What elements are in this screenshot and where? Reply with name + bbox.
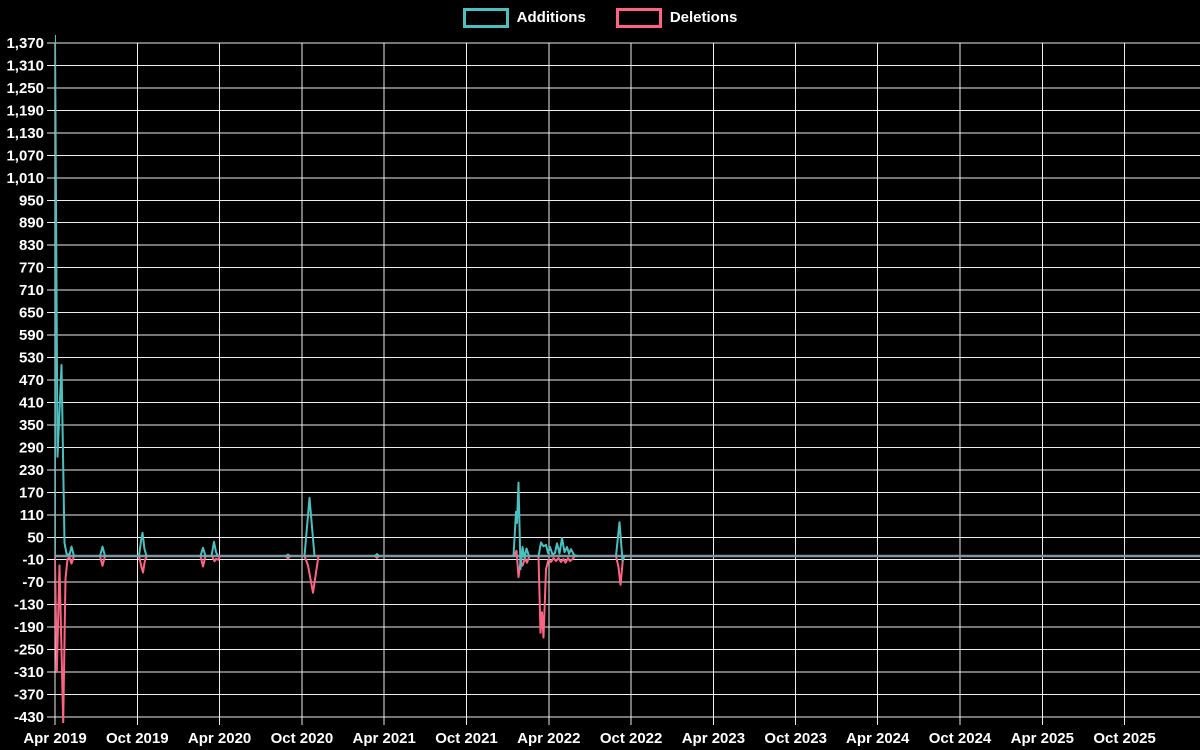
svg-text:50: 50 bbox=[27, 529, 44, 546]
svg-text:Apr 2021: Apr 2021 bbox=[353, 730, 416, 747]
svg-text:-10: -10 bbox=[22, 552, 44, 569]
chart-legend: Additions Deletions bbox=[0, 8, 1200, 28]
svg-text:Apr 2020: Apr 2020 bbox=[188, 730, 251, 747]
svg-text:410: 410 bbox=[19, 394, 44, 411]
svg-text:170: 170 bbox=[19, 484, 44, 501]
svg-text:Oct 2023: Oct 2023 bbox=[764, 730, 827, 747]
svg-text:650: 650 bbox=[19, 305, 44, 322]
svg-text:-430: -430 bbox=[14, 709, 44, 726]
svg-text:530: 530 bbox=[19, 350, 44, 367]
svg-text:Oct 2019: Oct 2019 bbox=[106, 730, 169, 747]
legend-label-additions: Additions bbox=[516, 9, 586, 26]
svg-text:110: 110 bbox=[20, 507, 44, 524]
svg-text:-310: -310 bbox=[14, 664, 44, 681]
svg-text:950: 950 bbox=[19, 192, 44, 209]
svg-text:-130: -130 bbox=[14, 597, 44, 614]
axis-tick-labels: 1,370 1,310 1,250 1,190 1,130 1,070 1,010 950 89… bbox=[6, 35, 1155, 747]
svg-text:Apr 2023: Apr 2023 bbox=[682, 730, 745, 747]
svg-text:350: 350 bbox=[19, 417, 44, 434]
svg-text:Apr 2025: Apr 2025 bbox=[1011, 730, 1074, 747]
svg-text:Oct 2021: Oct 2021 bbox=[435, 730, 498, 747]
svg-text:1,190: 1,190 bbox=[6, 102, 44, 119]
svg-text:830: 830 bbox=[19, 237, 44, 254]
svg-text:Apr 2024: Apr 2024 bbox=[846, 730, 910, 747]
svg-text:-250: -250 bbox=[14, 642, 44, 659]
svg-text:1,130: 1,130 bbox=[6, 125, 44, 142]
svg-text:590: 590 bbox=[19, 327, 44, 344]
svg-text:Apr 2019: Apr 2019 bbox=[23, 730, 86, 747]
svg-text:Oct 2025: Oct 2025 bbox=[1093, 730, 1156, 747]
svg-text:-70: -70 bbox=[22, 574, 44, 591]
svg-text:-370: -370 bbox=[14, 687, 44, 704]
additions-swatch-icon bbox=[462, 8, 509, 28]
deletions-swatch-icon bbox=[615, 8, 662, 28]
svg-text:Apr 2022: Apr 2022 bbox=[517, 730, 580, 747]
svg-text:770: 770 bbox=[19, 260, 44, 277]
svg-text:1,370: 1,370 bbox=[6, 35, 44, 52]
svg-text:1,070: 1,070 bbox=[6, 147, 44, 164]
svg-text:Oct 2022: Oct 2022 bbox=[600, 730, 663, 747]
svg-text:710: 710 bbox=[19, 282, 44, 299]
svg-text:1,310: 1,310 bbox=[6, 57, 44, 74]
svg-text:1,010: 1,010 bbox=[6, 170, 44, 187]
svg-text:230: 230 bbox=[19, 462, 44, 479]
legend-item-additions[interactable]: Additions bbox=[462, 8, 586, 28]
svg-text:890: 890 bbox=[19, 215, 44, 232]
svg-text:-190: -190 bbox=[14, 619, 44, 636]
svg-text:Oct 2020: Oct 2020 bbox=[271, 730, 334, 747]
svg-text:290: 290 bbox=[19, 439, 44, 456]
grid-lines bbox=[47, 42, 1200, 725]
additions-line[interactable] bbox=[55, 35, 626, 571]
svg-text:470: 470 bbox=[19, 372, 44, 389]
legend-label-deletions: Deletions bbox=[669, 9, 738, 26]
svg-text:1,250: 1,250 bbox=[6, 80, 44, 97]
svg-text:Oct 2024: Oct 2024 bbox=[929, 730, 992, 747]
deletions-line[interactable] bbox=[55, 549, 626, 723]
legend-item-deletions[interactable]: Deletions bbox=[615, 8, 738, 28]
